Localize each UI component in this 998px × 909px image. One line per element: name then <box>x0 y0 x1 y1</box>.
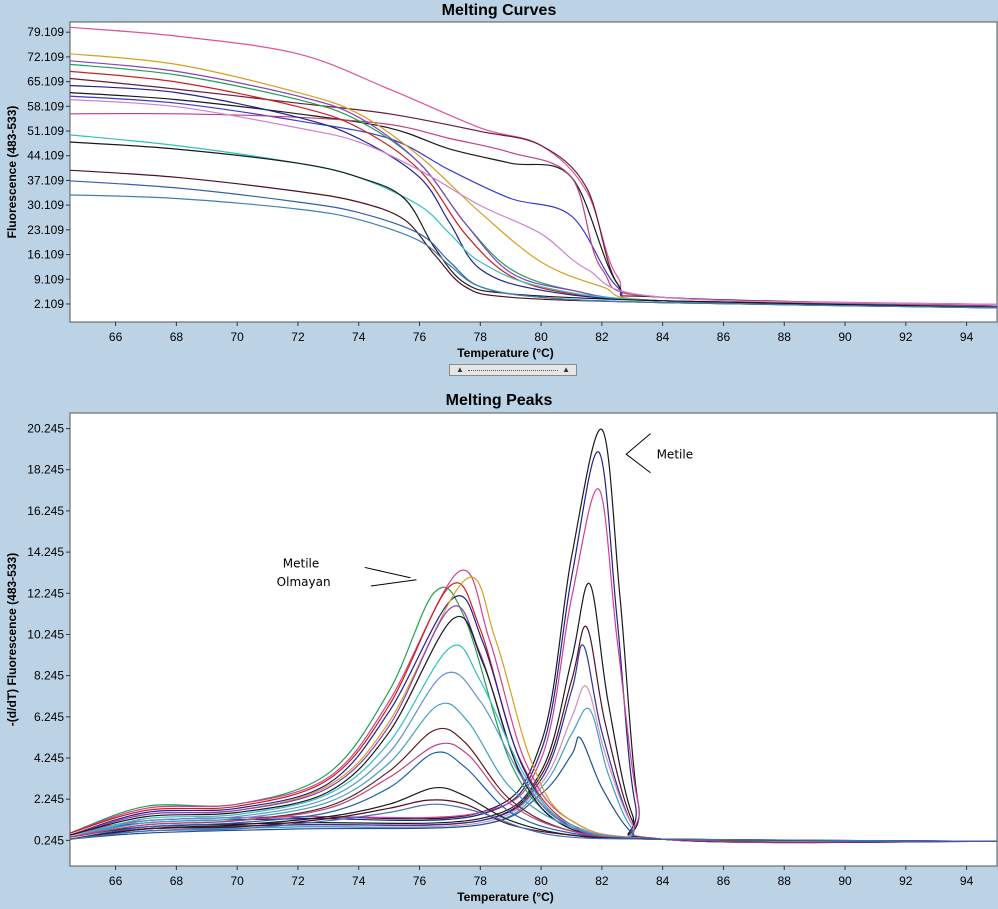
annotation-label: Metile <box>657 447 694 461</box>
y-tick-label: 4.245 <box>34 751 64 765</box>
y-tick-label: 44.109 <box>27 149 64 163</box>
y-tick-label: 58.109 <box>27 99 64 113</box>
x-tick-label: 92 <box>899 330 913 344</box>
x-tick-label: 66 <box>109 874 123 888</box>
x-tick-label: 70 <box>230 330 244 344</box>
x-tick-label: 74 <box>352 330 366 344</box>
y-tick-label: 16.245 <box>27 504 64 518</box>
x-tick-label: 72 <box>291 874 305 888</box>
x-tick-label: 68 <box>170 330 184 344</box>
x-tick-label: 66 <box>109 330 123 344</box>
x-tick-label: 92 <box>899 874 913 888</box>
y-axis-label: Fluorescence (483-533) <box>5 106 19 239</box>
x-tick-label: 80 <box>534 330 548 344</box>
y-tick-label: 10.245 <box>27 627 64 641</box>
y-tick-label: 14.245 <box>27 545 64 559</box>
x-tick-label: 78 <box>474 874 488 888</box>
y-tick-label: 18.245 <box>27 463 64 477</box>
y-tick-label: 9.109 <box>34 272 64 286</box>
y-axis-label: -(d/dT) Fluorescence (483-533) <box>5 553 19 726</box>
x-tick-label: 94 <box>960 874 974 888</box>
x-tick-label: 90 <box>838 330 852 344</box>
scroll-right-arrow-icon[interactable]: ▲ <box>562 365 570 374</box>
y-tick-label: 6.245 <box>34 710 64 724</box>
series-group <box>70 26 997 309</box>
y-tick-label: 51.109 <box>27 124 64 138</box>
annotation-pointer <box>370 579 417 587</box>
x-tick-label: 84 <box>656 874 670 888</box>
x-tick-label: 76 <box>413 330 427 344</box>
x-tick-label: 76 <box>413 874 427 888</box>
melting-curves-title: Melting Curves <box>441 2 557 19</box>
x-tick-label: 82 <box>595 874 609 888</box>
series-line-15 <box>70 99 997 305</box>
melting-peaks-title: Melting Peaks <box>445 392 553 409</box>
series-line-11 <box>70 141 997 308</box>
x-tick-label: 94 <box>960 330 974 344</box>
x-tick-label: 86 <box>717 330 731 344</box>
annotation-pointer <box>364 566 411 579</box>
plot-area <box>69 21 998 323</box>
x-tick-label: 88 <box>778 330 792 344</box>
series-line-24 <box>70 803 997 842</box>
y-tick-label: 12.245 <box>27 586 64 600</box>
x-axis-label: Temperature (°C) <box>457 890 554 904</box>
y-tick-label: 2.109 <box>34 297 64 311</box>
series-line-14 <box>70 194 997 309</box>
x-tick-label: 72 <box>291 330 305 344</box>
y-tick-label: 72.109 <box>27 50 64 64</box>
x-tick-label: 84 <box>656 330 670 344</box>
chart-splitter-scrollbar[interactable]: ▲ ▲ <box>449 364 577 376</box>
x-tick-label: 74 <box>352 874 366 888</box>
chart-0: 2.109 9.109 16.109 23.109 30.109 37.109 44.109… <box>5 21 998 360</box>
y-tick-label: 0.245 <box>34 833 64 847</box>
x-tick-label: 88 <box>778 874 792 888</box>
annotation-label: Olmayan <box>277 575 331 589</box>
chart-1: 0.245 2.245 4.245 6.245 8.245 10.245 12.245 14.… <box>5 412 998 904</box>
series-line-2 <box>70 488 997 844</box>
annotation-label: Metile <box>283 556 320 570</box>
series-group <box>70 428 997 844</box>
y-tick-label: 2.245 <box>34 792 64 806</box>
x-tick-label: 70 <box>230 874 244 888</box>
x-tick-label: 86 <box>717 874 731 888</box>
y-tick-label: 30.109 <box>27 198 64 212</box>
x-tick-label: 80 <box>534 874 548 888</box>
x-axis-label: Temperature (°C) <box>457 346 554 360</box>
x-tick-label: 78 <box>474 330 488 344</box>
x-tick-label: 90 <box>838 874 852 888</box>
y-tick-label: 8.245 <box>34 669 64 683</box>
annotation-pointer <box>625 433 651 474</box>
y-tick-label: 65.109 <box>27 75 64 89</box>
y-tick-label: 37.109 <box>27 173 64 187</box>
y-tick-label: 23.109 <box>27 223 64 237</box>
y-tick-label: 79.109 <box>27 25 64 39</box>
x-tick-label: 82 <box>595 330 609 344</box>
scroll-thumb[interactable] <box>468 370 558 371</box>
scroll-left-arrow-icon[interactable]: ▲ <box>456 365 464 374</box>
y-tick-label: 16.109 <box>27 248 64 262</box>
x-tick-label: 68 <box>170 874 184 888</box>
y-tick-label: 20.245 <box>27 422 64 436</box>
